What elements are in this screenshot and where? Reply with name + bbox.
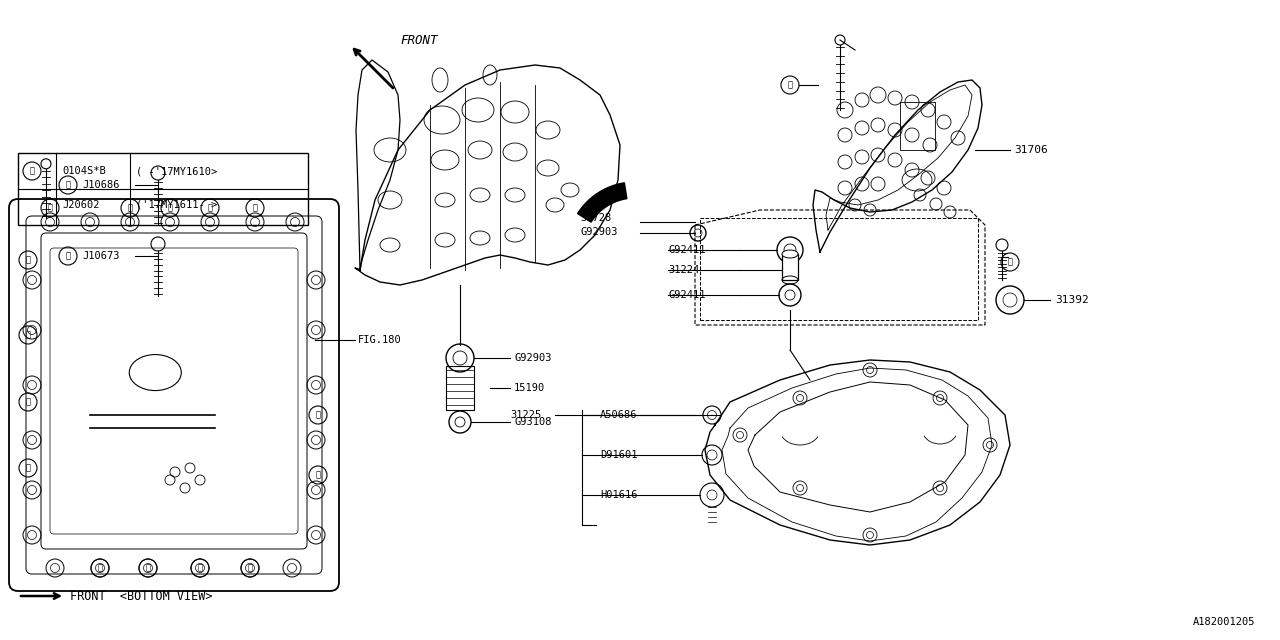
Text: J20602: J20602 xyxy=(61,200,100,210)
Text: ①: ① xyxy=(26,330,31,339)
Text: J10686: J10686 xyxy=(82,180,119,190)
Text: D91601: D91601 xyxy=(600,450,637,460)
Text: 15190: 15190 xyxy=(515,383,545,393)
Text: ①: ① xyxy=(29,166,35,175)
Text: 31728: 31728 xyxy=(580,213,612,223)
Text: ①: ① xyxy=(247,563,252,573)
Text: G92903: G92903 xyxy=(580,227,617,237)
Text: ②: ② xyxy=(168,204,173,212)
Text: ③: ③ xyxy=(787,81,792,90)
Text: G92411: G92411 xyxy=(668,290,705,300)
Text: J10673: J10673 xyxy=(82,251,119,261)
Text: FRONT  <BOTTOM VIEW>: FRONT <BOTTOM VIEW> xyxy=(70,589,212,602)
Text: ②: ② xyxy=(26,255,31,264)
Text: 0104S*B: 0104S*B xyxy=(61,166,106,176)
Text: A182001205: A182001205 xyxy=(1193,617,1254,627)
Text: ①: ① xyxy=(207,204,212,212)
Text: ②: ② xyxy=(26,397,31,406)
Text: ②: ② xyxy=(97,563,102,573)
Text: ②: ② xyxy=(65,180,70,189)
Bar xyxy=(18,153,308,225)
Polygon shape xyxy=(813,80,982,252)
Text: G92411: G92411 xyxy=(668,245,705,255)
Text: FRONT: FRONT xyxy=(401,33,438,47)
Bar xyxy=(900,102,934,150)
Text: 31225: 31225 xyxy=(509,410,541,420)
Polygon shape xyxy=(577,183,627,222)
Text: ②: ② xyxy=(47,204,52,212)
Text: FIG.180: FIG.180 xyxy=(358,335,402,345)
Text: 31706: 31706 xyxy=(1014,145,1048,155)
Text: ③: ③ xyxy=(315,470,320,479)
Text: ( -'17MY1610>: ( -'17MY1610> xyxy=(136,166,218,176)
Text: ②: ② xyxy=(26,463,31,472)
Bar xyxy=(700,218,978,320)
Text: ③: ③ xyxy=(65,252,70,260)
Text: G93108: G93108 xyxy=(515,417,552,427)
Bar xyxy=(445,366,474,410)
Text: 31224: 31224 xyxy=(668,265,699,275)
Text: A50686: A50686 xyxy=(600,410,637,420)
Text: ②: ② xyxy=(146,563,151,573)
Bar xyxy=(782,254,797,280)
Text: H01616: H01616 xyxy=(600,490,637,500)
Text: ②: ② xyxy=(252,204,257,212)
Ellipse shape xyxy=(782,250,797,258)
Text: 31392: 31392 xyxy=(1055,295,1089,305)
Text: ②: ② xyxy=(315,410,320,419)
Polygon shape xyxy=(705,360,1010,545)
Text: ②: ② xyxy=(197,563,202,573)
Text: ①: ① xyxy=(1007,257,1012,266)
Text: ②: ② xyxy=(128,204,133,212)
Text: ('17MY1611- >: ('17MY1611- > xyxy=(136,200,218,210)
Text: G92903: G92903 xyxy=(515,353,552,363)
